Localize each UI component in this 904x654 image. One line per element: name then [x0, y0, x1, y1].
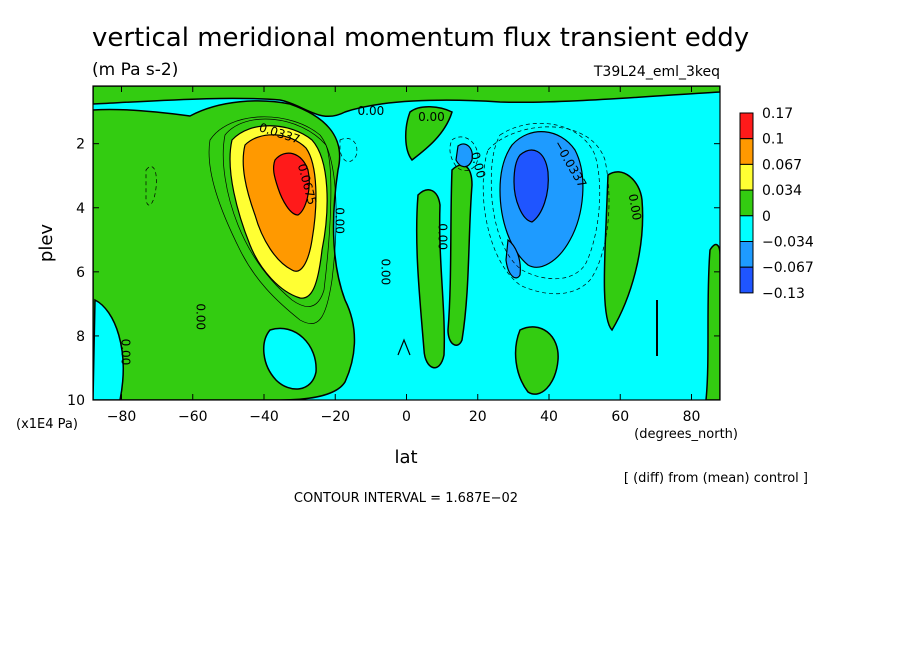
- contour-label: 0.00: [358, 104, 385, 118]
- y-tick-label: 4: [76, 201, 85, 217]
- green-right-edge: [705, 243, 720, 400]
- legend-label: 0.17: [762, 106, 793, 122]
- contour-label: 0.00: [436, 223, 450, 250]
- x-tick-label: −20: [320, 409, 350, 425]
- units-label: (m Pa s-2): [92, 60, 178, 80]
- legend-label: −0.034: [762, 235, 814, 251]
- contour-label: 0.00: [626, 193, 644, 222]
- legend: 0.17 0.1 0.067 0.034 0 −0.034 −0.067 −0.13: [739, 106, 814, 302]
- x-tick-label: −80: [107, 409, 137, 425]
- legend-swatch: [739, 266, 754, 294]
- y-tick-label: 2: [76, 137, 85, 153]
- x-tick-label: 40: [540, 409, 558, 425]
- legend-label: 0.067: [762, 157, 802, 173]
- green-nh-lower: [514, 326, 559, 395]
- field-negative-islands: [93, 298, 317, 400]
- contour-light-blue-tail: [505, 238, 521, 279]
- contour-blue-small: [455, 143, 473, 168]
- legend-swatch: [739, 112, 754, 140]
- thin-contours: [208, 116, 337, 324]
- contour-label: 0.00: [379, 258, 393, 285]
- cyan-island-a: [263, 327, 317, 390]
- field-negative-core: [455, 131, 584, 279]
- field-positive-core: [229, 125, 328, 299]
- legend-label: 0.1: [762, 132, 784, 148]
- contour-stub-b: [397, 338, 411, 356]
- thin-negative-contours: [145, 123, 610, 295]
- legend-swatch: [739, 163, 754, 191]
- difference-note: [ (diff) from (mean) control ]: [624, 471, 808, 486]
- green-top-band: [93, 86, 720, 118]
- legend-swatch: [739, 189, 754, 217]
- green-nh-midlat: [603, 171, 644, 332]
- contour-label: 0.00: [119, 339, 133, 366]
- chart-title: vertical meridional momentum flux transi…: [92, 23, 749, 53]
- x-axis-label: lat: [394, 447, 417, 468]
- x-axis: −80 −60 −40 −20 0 20 40 60 80: [107, 86, 701, 425]
- x-tick-label: −40: [249, 409, 279, 425]
- contour-interval: CONTOUR INTERVAL = 1.687E−02: [294, 491, 518, 506]
- legend-label: 0.034: [762, 183, 802, 199]
- y-axis-label: plev: [36, 224, 57, 263]
- x-tick-label: −60: [178, 409, 208, 425]
- legend-label: 0: [762, 209, 771, 225]
- x-units-label: (degrees_north): [634, 427, 738, 442]
- contour-label: 0.00: [332, 207, 346, 234]
- y-tick-label: 8: [76, 329, 85, 345]
- legend-label: −0.067: [762, 260, 814, 276]
- legend-swatch: [739, 138, 754, 165]
- legend-label: −0.13: [762, 286, 805, 302]
- x-tick-label: 20: [469, 409, 487, 425]
- experiment-label: T39L24_eml_3keq: [593, 64, 720, 80]
- green-equator-strip: [415, 189, 446, 369]
- y-units-label: (x1E4 Pa): [16, 417, 78, 432]
- y-tick-label: 6: [76, 265, 85, 281]
- field-positive-weak: [93, 86, 720, 400]
- contour-blue: [513, 149, 549, 223]
- y-tick-label: 10: [67, 393, 85, 409]
- legend-swatch: [739, 215, 754, 243]
- green-nh-strip: [447, 164, 473, 346]
- contour-red: [272, 152, 310, 216]
- legend-swatch: [739, 241, 754, 268]
- x-tick-label: 60: [611, 409, 629, 425]
- x-tick-label: 0: [402, 409, 411, 425]
- y-axis: 2 4 6 8 10: [67, 137, 720, 409]
- x-tick-label: 80: [683, 409, 701, 425]
- contour-label: 0.00: [468, 150, 488, 179]
- green-center-strip: [405, 106, 453, 162]
- contour-label: 0.00: [418, 110, 445, 124]
- contour-label: 0.00: [193, 303, 207, 330]
- plot-area: 0.00 0.000.03370.06750.000.000.000.000.00…: [93, 86, 720, 400]
